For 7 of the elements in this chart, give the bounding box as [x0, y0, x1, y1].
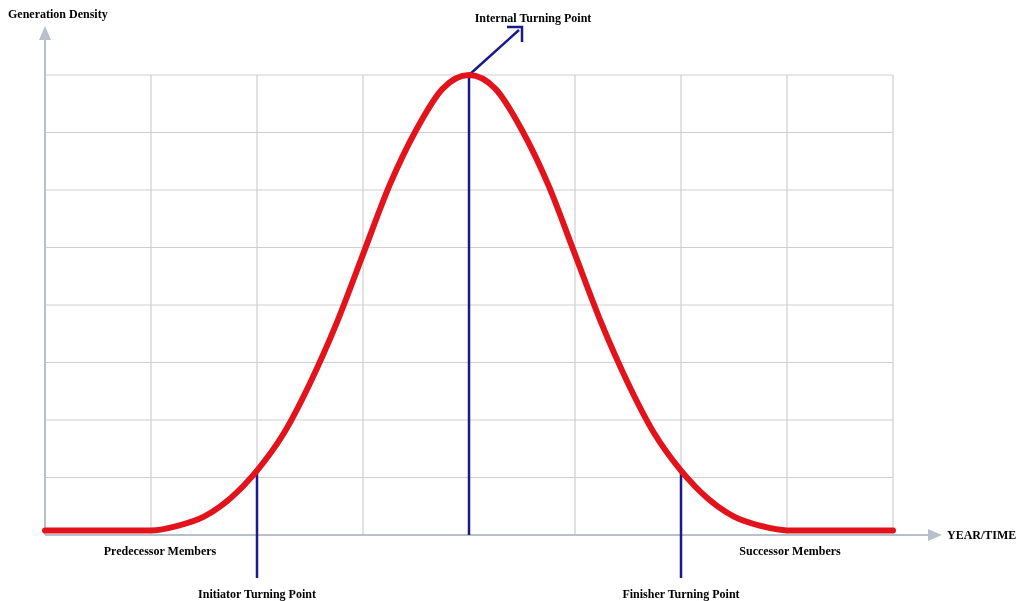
x-axis-title: YEAR/TIME	[947, 528, 1017, 542]
text: Predecessor Members	[103, 544, 217, 558]
text: Finisher Turning Point	[622, 587, 740, 601]
text: Initiator Turning Point	[198, 587, 316, 601]
text: Successor Members	[739, 544, 842, 558]
y-axis-title: Generation Density	[8, 7, 108, 21]
text: Internal Turning Point	[474, 11, 592, 25]
